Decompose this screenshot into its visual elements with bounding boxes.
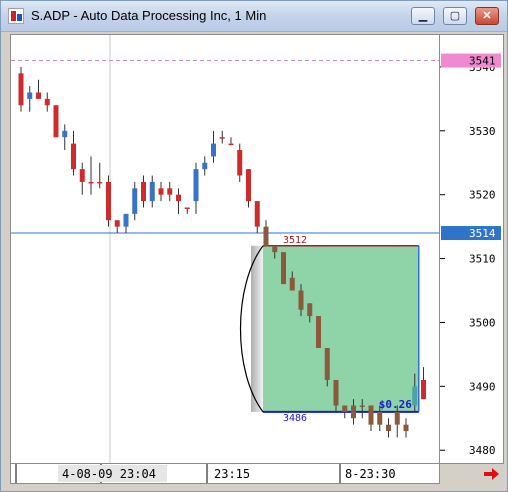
candle <box>342 405 348 419</box>
candle <box>211 130 216 163</box>
pnl-label: $0.26 <box>379 398 412 411</box>
minimize-button[interactable]: ▁ <box>411 7 435 25</box>
time-axis-svg: 4-08-09 23:04 23:15 8-23:30 <box>15 464 396 483</box>
title-bar[interactable]: S.ADP - Auto Data Processing Inc, 1 Min … <box>1 1 507 32</box>
candle <box>333 379 339 412</box>
candle <box>324 348 330 387</box>
candle <box>298 284 304 317</box>
candle <box>237 143 243 182</box>
candle <box>44 92 50 112</box>
price-tick-label: 3520 <box>469 189 496 202</box>
price-flag-label: 3514 <box>469 227 496 240</box>
time-tick-label: 8-23:30 <box>345 467 396 481</box>
candle <box>106 175 111 227</box>
candle <box>27 86 33 112</box>
close-button[interactable]: ✕ <box>475 7 499 25</box>
app-chart-icon[interactable] <box>8 8 24 24</box>
candle <box>88 156 94 195</box>
candle <box>18 66 24 112</box>
candle <box>351 399 356 425</box>
price-tick-label: 3500 <box>469 316 496 329</box>
candle <box>184 207 190 214</box>
window-title: S.ADP - Auto Data Processing Inc, 1 Min <box>31 8 267 23</box>
candle <box>272 245 278 259</box>
candle <box>368 405 374 432</box>
candle <box>71 130 76 176</box>
plot-area[interactable]: 3512 3486 $0.26 <box>10 34 440 464</box>
candle <box>281 252 286 285</box>
candle <box>219 130 225 144</box>
maximize-button[interactable]: ▢ <box>443 7 467 25</box>
candle <box>158 181 164 202</box>
candle <box>403 418 409 438</box>
candle <box>254 201 260 234</box>
candle <box>316 316 321 349</box>
candle <box>263 220 269 246</box>
candle <box>167 181 173 202</box>
candle <box>394 405 400 438</box>
candle <box>132 181 138 221</box>
candlestick-chart[interactable]: 3512 3486 $0.26 <box>11 35 439 463</box>
zone-bottom-label: 3486 <box>283 413 307 424</box>
scroll-right-arrow-icon[interactable] <box>483 467 501 481</box>
candle <box>228 137 234 146</box>
candle <box>176 188 181 214</box>
price-axis-svg: 348034903500351035203530354035413514 <box>440 53 501 457</box>
price-flag-3541 <box>441 53 501 68</box>
price-tick-label: 3530 <box>469 125 496 138</box>
candle <box>36 79 41 99</box>
trade-zone <box>263 245 419 412</box>
candle <box>79 162 85 195</box>
time-tick-label: 23:15 <box>214 467 250 481</box>
price-flag-label: 3541 <box>469 55 496 68</box>
candle <box>421 367 426 400</box>
candle <box>246 169 251 208</box>
candle <box>359 399 365 419</box>
candle <box>149 175 155 208</box>
candle <box>193 162 199 214</box>
candle <box>53 105 59 138</box>
candle <box>412 373 418 412</box>
candle <box>141 175 146 208</box>
time-cursor-box <box>58 465 167 482</box>
zone-bracket <box>239 245 264 413</box>
price-tick-label: 3490 <box>469 380 496 393</box>
zone-shadow <box>251 245 265 412</box>
candle <box>114 220 120 234</box>
price-tick-label: 3510 <box>469 253 496 266</box>
candle <box>386 418 391 438</box>
candle <box>377 405 383 432</box>
candle <box>289 271 295 291</box>
candle <box>307 303 313 323</box>
candle <box>62 124 68 150</box>
time-tick-label: 4-08-09 23:04 <box>62 467 156 481</box>
candle <box>202 156 208 176</box>
candle <box>123 213 129 234</box>
time-axis[interactable]: 4-08-09 23:04 23:15 8-23:30 <box>10 464 440 484</box>
price-axis[interactable]: 348034903500351035203530354035413514 <box>440 34 504 464</box>
price-flag-3514 <box>441 226 501 241</box>
zone-top-label: 3512 <box>283 235 307 246</box>
price-tick-label: 3480 <box>469 444 496 457</box>
candle <box>97 162 103 189</box>
